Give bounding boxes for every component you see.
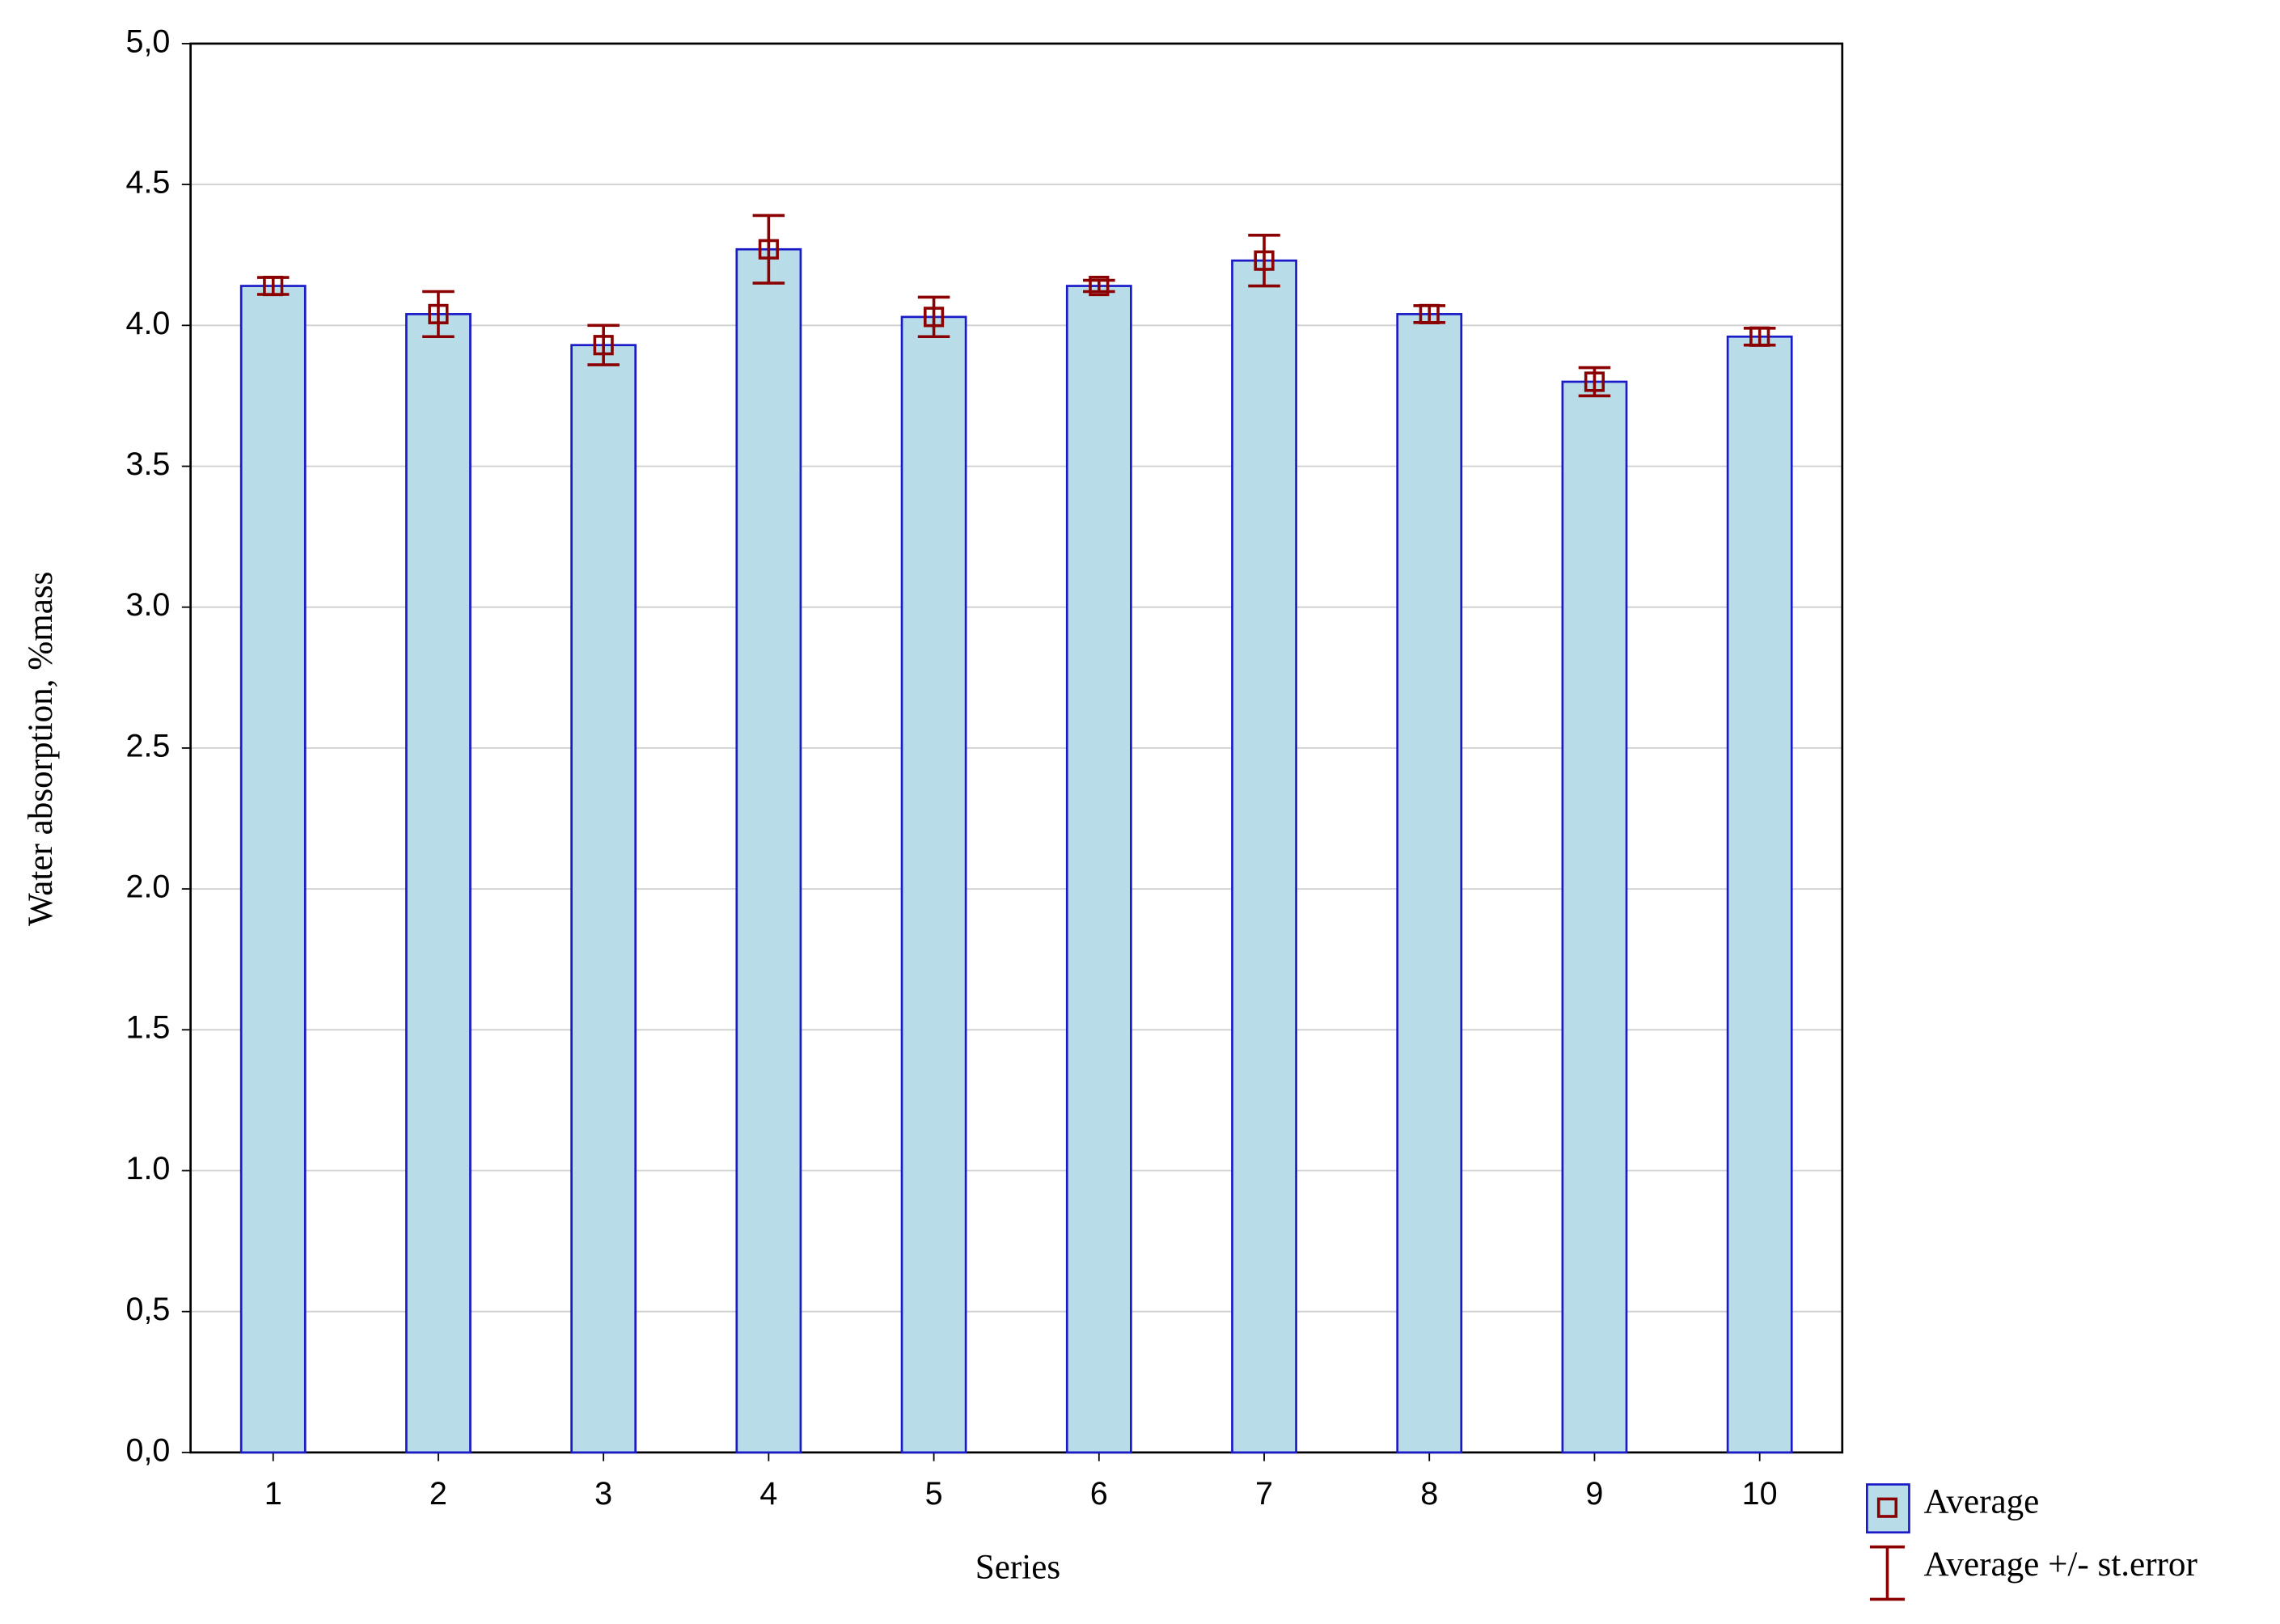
marker — [1419, 303, 1440, 324]
error-bar — [752, 214, 785, 285]
bar — [735, 247, 802, 1454]
x-tick-label: 2 — [429, 1476, 447, 1512]
marker — [1089, 275, 1110, 297]
error-bar — [422, 290, 455, 339]
error-bar — [587, 324, 620, 366]
x-tick-label: 1 — [264, 1476, 282, 1512]
y-tick-label: 1.5 — [125, 1010, 170, 1046]
bar — [1726, 335, 1793, 1454]
legend-swatch — [1865, 1483, 1910, 1534]
y-tick-label: 0,5 — [125, 1292, 170, 1327]
bar — [239, 285, 307, 1454]
x-tick-label: 5 — [925, 1476, 943, 1512]
bar — [1065, 285, 1132, 1454]
error-bar — [1083, 278, 1115, 294]
legend-marker — [1876, 1497, 1898, 1518]
x-tick-label: 10 — [1742, 1476, 1778, 1512]
y-tick-label: 4.5 — [125, 165, 170, 201]
marker — [1254, 250, 1275, 271]
x-tick-label: 8 — [1420, 1476, 1438, 1512]
y-tick-label: 2.0 — [125, 869, 170, 905]
x-tick-label: 9 — [1585, 1476, 1603, 1512]
bar — [1231, 259, 1297, 1454]
bar — [1561, 380, 1628, 1454]
x-axis-label: Series — [975, 1548, 1060, 1586]
x-tick-label: 4 — [759, 1476, 777, 1512]
bar — [405, 313, 472, 1454]
marker — [428, 303, 449, 324]
marker — [263, 275, 284, 297]
y-tick-label: 3.0 — [125, 587, 170, 623]
y-tick-label: 4.0 — [125, 306, 170, 341]
y-tick-label: 1.0 — [125, 1151, 170, 1186]
legend-label: Average — [1923, 1482, 2039, 1520]
legend-label: Average +/- st.error — [1923, 1546, 2197, 1584]
marker — [758, 239, 779, 260]
y-axis-label: Water absorption, %mass — [22, 572, 60, 926]
plot-frame — [189, 42, 1844, 1454]
bar — [1396, 313, 1463, 1454]
legend-error — [1869, 1545, 1906, 1601]
marker — [1749, 326, 1770, 347]
x-tick-label: 3 — [594, 1476, 612, 1512]
marker — [593, 335, 614, 356]
error-bar — [1248, 234, 1280, 288]
error-bar — [917, 295, 950, 339]
y-tick-label: 0,0 — [125, 1432, 170, 1468]
marker — [924, 307, 945, 328]
bar — [900, 315, 967, 1454]
y-tick-label: 3.5 — [125, 446, 170, 482]
bar — [570, 344, 637, 1454]
x-tick-label: 6 — [1090, 1476, 1108, 1512]
x-tick-label: 7 — [1255, 1476, 1273, 1512]
y-tick-label: 2.5 — [125, 728, 170, 763]
y-tick-label: 5,0 — [125, 23, 170, 59]
marker — [1584, 371, 1605, 392]
